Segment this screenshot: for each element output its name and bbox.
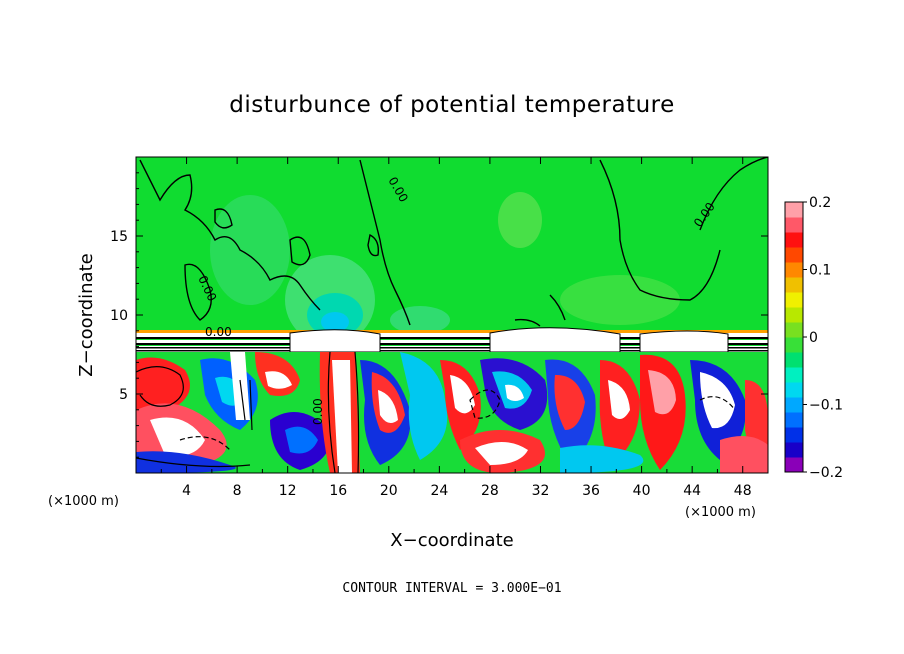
y-tick-label: 10: [110, 308, 128, 324]
colorbar-tick-label: 0.2: [809, 195, 831, 211]
x-tick-label: 8: [233, 483, 242, 499]
colorbar-segment: [785, 202, 803, 218]
colorbar-segment: [785, 277, 803, 293]
contour-label: 0.00: [311, 398, 325, 425]
x-tick-label: 44: [683, 483, 701, 499]
x-tick-label: 48: [734, 483, 752, 499]
plot-area: 0.00 0.00 0.00 0.00 0.00: [136, 157, 768, 473]
x-tick-label: 4: [182, 483, 191, 499]
y-tick-label: 15: [110, 229, 128, 245]
lower-contours: [136, 352, 736, 473]
lower-turbulent-field: [136, 352, 768, 473]
x-tick-label: 36: [582, 483, 600, 499]
x-axis-unit-right: (×1000 m): [685, 505, 756, 520]
colorbar-segment: [785, 412, 803, 428]
colorbar-segment: [785, 232, 803, 248]
contour-label: 0.00: [205, 325, 232, 339]
y-axis-label: Z−coordinate: [76, 253, 97, 376]
transition-band: [136, 327, 768, 353]
x-tick-label: 28: [481, 483, 499, 499]
x-axis-unit-left: (×1000 m): [48, 494, 119, 509]
x-tick-label: 12: [279, 483, 297, 499]
colorbar-segment: [785, 247, 803, 263]
colorbar-segment: [785, 442, 803, 458]
colorbar-segment: [785, 367, 803, 383]
colorbar-segment: [785, 322, 803, 338]
y-tick-label: 5: [119, 387, 128, 403]
x-tick-label: 16: [329, 483, 347, 499]
x-tick-label: 20: [380, 483, 398, 499]
colorbar-segment: [785, 457, 803, 473]
y-axis: 5 10 15: [110, 172, 768, 458]
contour-interval-note: CONTOUR INTERVAL = 3.000E−01: [342, 581, 561, 596]
colorbar-segment: [785, 217, 803, 233]
colorbar-segment: [785, 427, 803, 443]
colorbar-tick-label: 0.1: [809, 263, 831, 279]
colorbar-ticks: −0.2 −0.1 0 0.1 0.2: [803, 195, 843, 481]
colorbar-tick-label: −0.2: [809, 465, 843, 481]
colorbar-segment: [785, 262, 803, 278]
colorbar-segment: [785, 397, 803, 413]
colorbar-segment: [785, 292, 803, 308]
x-tick-label: 24: [430, 483, 448, 499]
x-tick-label: 32: [532, 483, 550, 499]
x-axis-label: X−coordinate: [390, 530, 513, 551]
colorbar-tick-label: 0: [809, 330, 818, 346]
colorbar-tick-label: −0.1: [809, 398, 843, 414]
colorbar: [784, 201, 804, 473]
colorbar-segment: [785, 382, 803, 398]
x-tick-label: 40: [633, 483, 651, 499]
chart-title: disturbunce of potential temperature: [229, 92, 675, 118]
colorbar-segment: [785, 307, 803, 323]
colorbar-segment: [785, 337, 803, 353]
contour-lines: [139, 157, 768, 327]
x-axis: 4 8 12 16 20 24 28 32 36 40 44 48: [160, 157, 752, 499]
colorbar-segment: [785, 352, 803, 368]
